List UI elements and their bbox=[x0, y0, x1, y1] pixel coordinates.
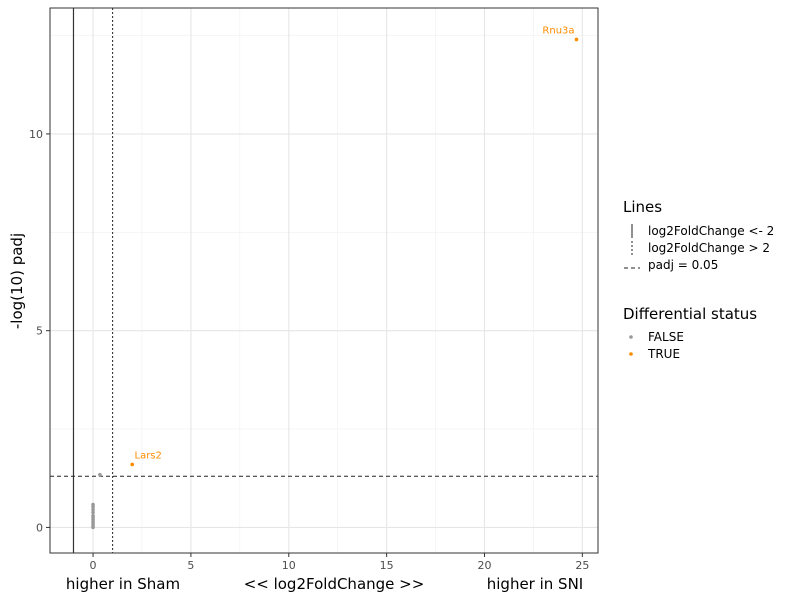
legend-status-title: Differential status bbox=[623, 305, 757, 323]
legend-status-label: TRUE bbox=[647, 347, 680, 361]
legend-line-label: log2FoldChange <- 2 bbox=[648, 224, 774, 238]
data-points: Lars2 Rnu3a bbox=[91, 25, 579, 530]
x-axis-left-label: higher in Sham bbox=[66, 575, 180, 593]
legend-status-entries: FALSE TRUE bbox=[629, 330, 684, 361]
data-point bbox=[98, 472, 102, 477]
legend-lines-title: Lines bbox=[623, 198, 662, 216]
plot-panel bbox=[50, 8, 598, 553]
point-label: Lars2 bbox=[135, 450, 162, 461]
axes: 0 5 10 15 20 25 0 5 10 bbox=[29, 7, 599, 572]
x-tick-label: 10 bbox=[282, 559, 296, 572]
x-tick-label: 15 bbox=[380, 559, 394, 572]
x-axis-title: << log2FoldChange >> bbox=[244, 575, 425, 593]
data-point bbox=[91, 507, 95, 512]
legend-line-label: log2FoldChange > 2 bbox=[648, 241, 770, 255]
x-tick-label: 20 bbox=[477, 559, 491, 572]
y-tick-label: 5 bbox=[36, 325, 43, 338]
x-tick-label: 5 bbox=[187, 559, 194, 572]
legend-lines-entries: log2FoldChange <- 2 log2FoldChange > 2 pad… bbox=[624, 224, 774, 272]
data-point bbox=[91, 510, 95, 515]
y-tick-label: 10 bbox=[29, 128, 43, 141]
legend-line-label: padj = 0.05 bbox=[648, 258, 718, 272]
legend-status-key bbox=[629, 352, 633, 356]
x-tick-label: 0 bbox=[90, 559, 97, 572]
data-point bbox=[130, 462, 134, 467]
legend-status-label: FALSE bbox=[648, 330, 684, 344]
legend-status-key bbox=[629, 335, 633, 339]
panel-border bbox=[49, 7, 599, 554]
x-tick-label: 25 bbox=[575, 559, 589, 572]
y-tick-label: 0 bbox=[36, 521, 43, 534]
legend: Lines log2FoldChange <- 2log2FoldChange … bbox=[623, 198, 774, 361]
x-axis-right-label: higher in SNI bbox=[487, 575, 583, 593]
data-point bbox=[91, 502, 95, 507]
data-point bbox=[91, 513, 95, 518]
data-point bbox=[574, 37, 579, 42]
y-axis-title: -log(10) padj bbox=[8, 233, 26, 329]
grid-lines bbox=[50, 8, 598, 553]
point-label: Rnu3a bbox=[542, 25, 574, 36]
reference-lines bbox=[50, 8, 598, 553]
panel-background bbox=[50, 8, 598, 553]
